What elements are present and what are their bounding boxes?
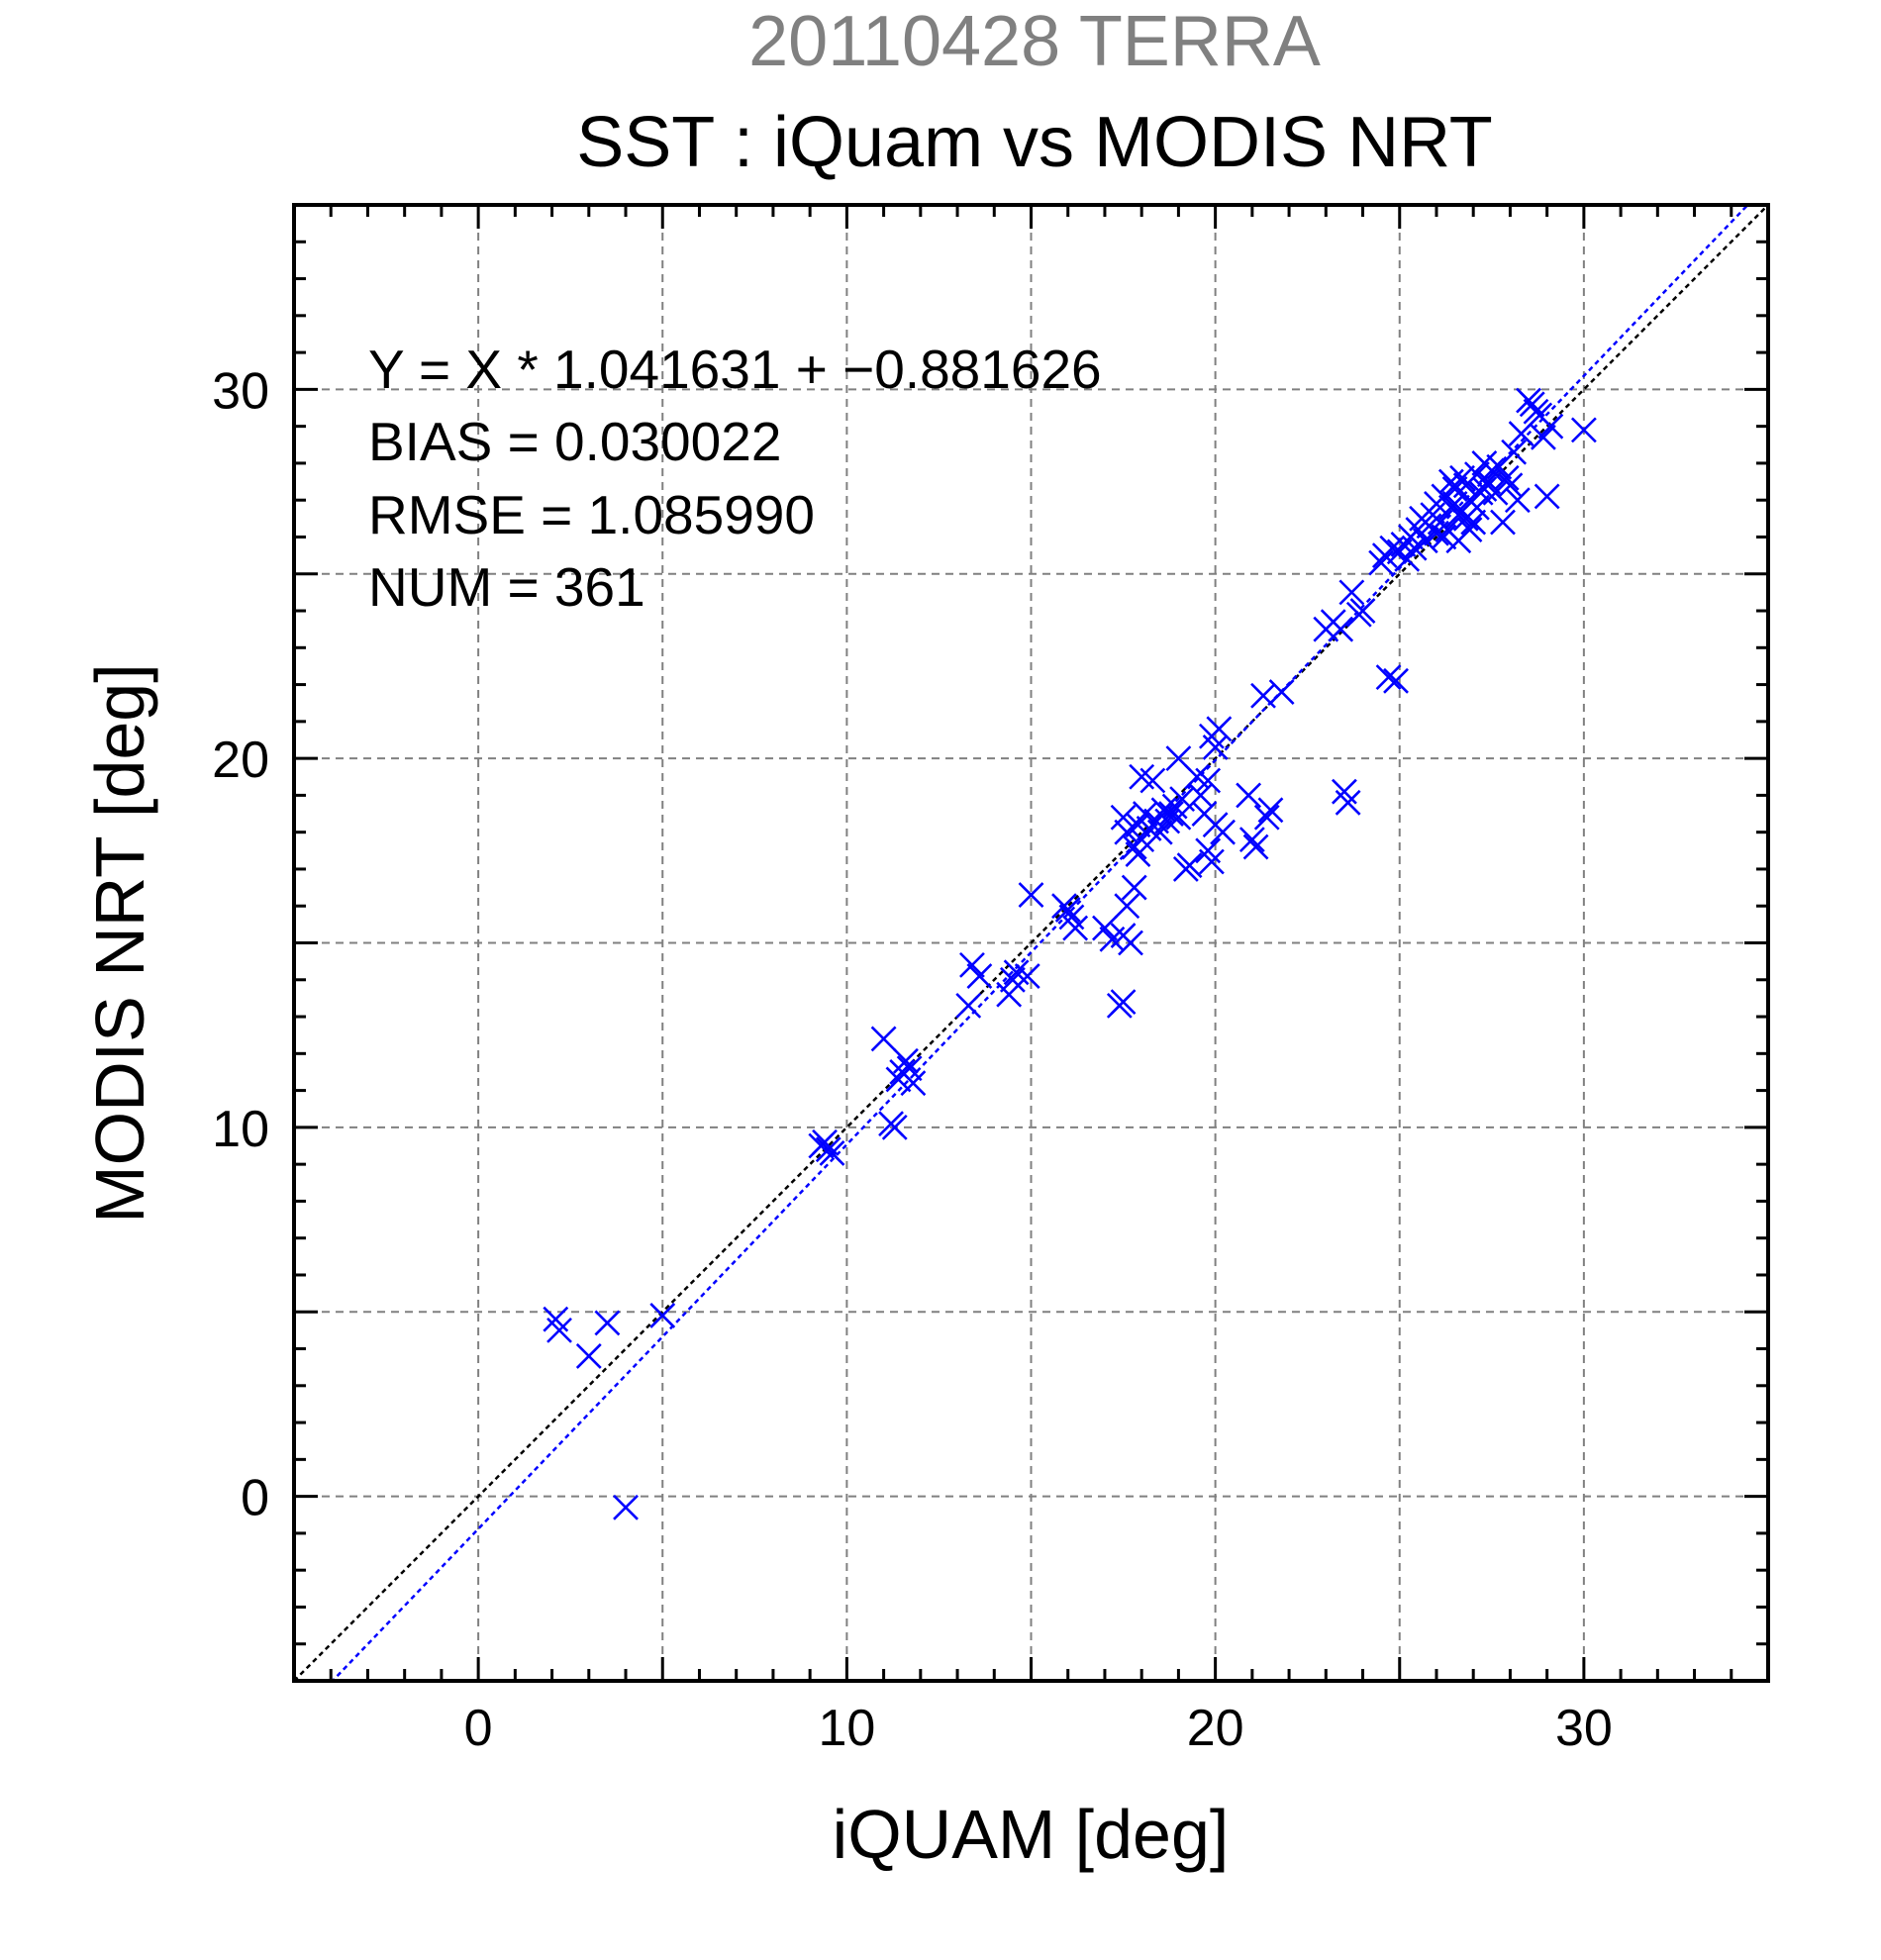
- data-point: [1176, 852, 1203, 879]
- data-point: [812, 1128, 838, 1155]
- data-point: [893, 1047, 919, 1074]
- stats-num: NUM = 361: [368, 556, 645, 618]
- data-point: [1191, 801, 1218, 827]
- data-point: [1062, 915, 1089, 941]
- data-point: [1139, 767, 1166, 794]
- x-axis-label: iQUAM [deg]: [833, 1796, 1230, 1873]
- chart-title: SST : iQuam vs MODIS NRT: [576, 103, 1493, 182]
- x-tick-label: 30: [1555, 1700, 1613, 1757]
- data-point: [1501, 439, 1528, 465]
- data-point: [1328, 616, 1354, 642]
- data-point: [1114, 893, 1140, 920]
- data-point: [1268, 679, 1295, 705]
- data-point: [1018, 882, 1044, 908]
- data-point: [649, 1303, 676, 1328]
- data-point: [1206, 716, 1233, 742]
- identity-line: [294, 205, 1768, 1681]
- stats-bias: BIAS = 0.030022: [368, 411, 781, 472]
- data-point: [1504, 487, 1531, 514]
- data-point: [1118, 930, 1143, 956]
- data-point: [1238, 827, 1265, 853]
- data-point: [1236, 782, 1262, 809]
- data-point: [1242, 833, 1269, 860]
- data-point: [896, 1055, 923, 1082]
- y-tick-labels: 0 10 20 30: [212, 362, 269, 1526]
- reference-lines: [294, 205, 1768, 1681]
- y-tick-label: 0: [241, 1470, 269, 1527]
- data-point: [1121, 874, 1147, 901]
- data-point: [1531, 424, 1556, 450]
- data-point: [1534, 483, 1560, 510]
- data-point: [1129, 827, 1155, 853]
- data-point: [1253, 804, 1280, 831]
- data-point: [959, 951, 985, 978]
- data-point: [1431, 524, 1457, 550]
- data-point: [966, 963, 993, 989]
- data-point: [1570, 417, 1597, 443]
- data-point: [955, 992, 982, 1019]
- data-point: [1441, 491, 1468, 517]
- data-point: [1464, 494, 1490, 521]
- stats-fit-equation: Y = X * 1.041631 + −0.881626: [368, 339, 1102, 400]
- data-point: [1368, 549, 1395, 576]
- data-point: [1383, 667, 1409, 694]
- data-point: [613, 1494, 639, 1520]
- data-point: [1257, 797, 1284, 824]
- data-point: [1537, 413, 1564, 440]
- data-point: [546, 1317, 572, 1343]
- data-point: [1519, 391, 1545, 418]
- y-axis-label: MODIS NRT [deg]: [81, 663, 158, 1223]
- data-point: [1471, 476, 1498, 502]
- x-tick-label: 0: [464, 1700, 493, 1757]
- chart-suptitle: 20110428 TERRA: [748, 2, 1321, 81]
- data-point: [1490, 509, 1516, 536]
- regression-line: [331, 205, 1750, 1681]
- data-point: [1338, 579, 1365, 606]
- data-point: [1375, 664, 1402, 691]
- data-point: [900, 1070, 927, 1097]
- data-point: [1497, 472, 1524, 499]
- data-point: [1014, 963, 1040, 989]
- data-point: [1158, 801, 1184, 827]
- data-point: [575, 1343, 602, 1369]
- data-point: [1198, 848, 1225, 875]
- data-point: [999, 966, 1026, 993]
- data-point: [1437, 468, 1464, 495]
- stats-box: Y = X * 1.041631 + −0.881626 BIAS = 0.03…: [368, 339, 1102, 618]
- data-point: [1051, 893, 1077, 920]
- data-point: [1335, 789, 1361, 816]
- data-point: [819, 1140, 845, 1166]
- data-point: [870, 1026, 897, 1052]
- data-point: [1456, 517, 1483, 542]
- y-tick-label: 30: [212, 362, 269, 420]
- y-tick-label: 10: [212, 1101, 269, 1158]
- x-tick-label: 10: [818, 1700, 875, 1757]
- data-point: [1146, 819, 1173, 845]
- data-point: [1110, 989, 1137, 1016]
- data-point: [1110, 804, 1137, 831]
- data-point: [1478, 457, 1505, 484]
- data-point: [594, 1310, 621, 1336]
- x-tick-labels: 0 10 20 30: [464, 1700, 1613, 1757]
- data-point: [1493, 464, 1520, 491]
- data-point: [1125, 841, 1151, 867]
- stats-rmse: RMSE = 1.085990: [368, 484, 815, 545]
- data-point: [1349, 598, 1376, 624]
- data-point: [881, 1114, 908, 1140]
- y-tick-label: 20: [212, 732, 269, 789]
- x-tick-label: 20: [1187, 1700, 1244, 1757]
- data-point: [1195, 767, 1222, 794]
- data-point: [1092, 915, 1118, 941]
- data-points: [543, 387, 1597, 1520]
- plot-frame: [292, 203, 1770, 1683]
